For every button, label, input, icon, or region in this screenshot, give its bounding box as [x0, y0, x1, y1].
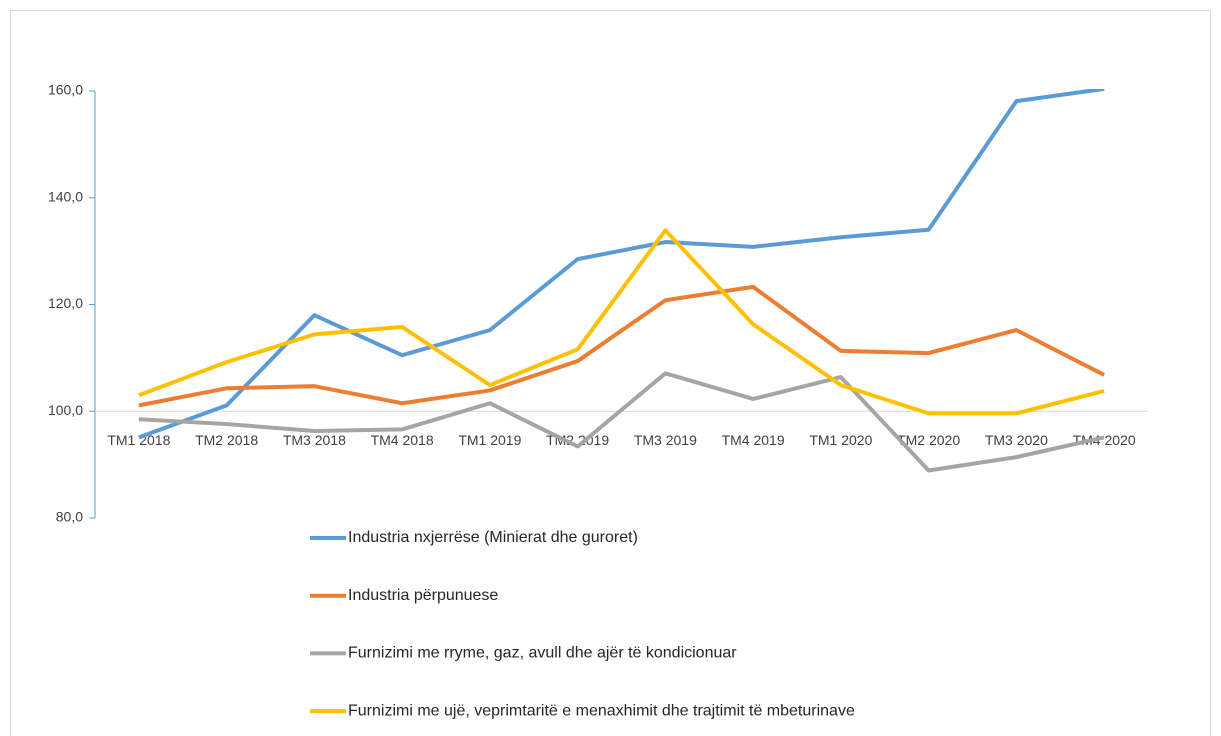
x-tick-label: TM3 2018	[283, 432, 346, 448]
x-tick-label: TM4 2018	[371, 432, 434, 448]
series-line	[138, 371, 1105, 473]
series-line	[138, 89, 1105, 440]
x-tick-label: TM3 2020	[985, 432, 1048, 448]
y-tick-label: 100,0	[48, 402, 83, 418]
x-tick-label: TM2 2018	[195, 432, 258, 448]
series-line	[138, 228, 1105, 416]
y-tick-label: 160,0	[48, 82, 83, 98]
x-tick-label: TM1 2018	[107, 432, 170, 448]
legend-label: Furnizimi me rryme, gaz, avull dhe ajër …	[348, 645, 737, 662]
x-tick-label: TM1 2020	[809, 432, 872, 448]
legend-label: Furnizimi me ujë, veprimtaritë e menaxhi…	[348, 702, 855, 719]
legend-label: Industria përpunuese	[348, 587, 498, 604]
x-tick-label: TM3 2019	[634, 432, 697, 448]
y-tick-label: 80,0	[56, 509, 83, 525]
y-tick-label: 120,0	[48, 295, 83, 311]
chart-frame	[10, 10, 1211, 736]
x-tick-label: TM2 2019	[546, 432, 609, 448]
series-line	[138, 284, 1106, 408]
x-tick-label: TM4 2020	[1073, 432, 1136, 448]
x-tick-label: TM2 2020	[897, 432, 960, 448]
x-tick-label: TM4 2019	[722, 432, 785, 448]
y-tick-label: 140,0	[48, 188, 83, 204]
legend-label: Industria nxjerrëse (Minierat dhe gurore…	[348, 529, 638, 546]
x-tick-label: TM1 2019	[458, 432, 521, 448]
